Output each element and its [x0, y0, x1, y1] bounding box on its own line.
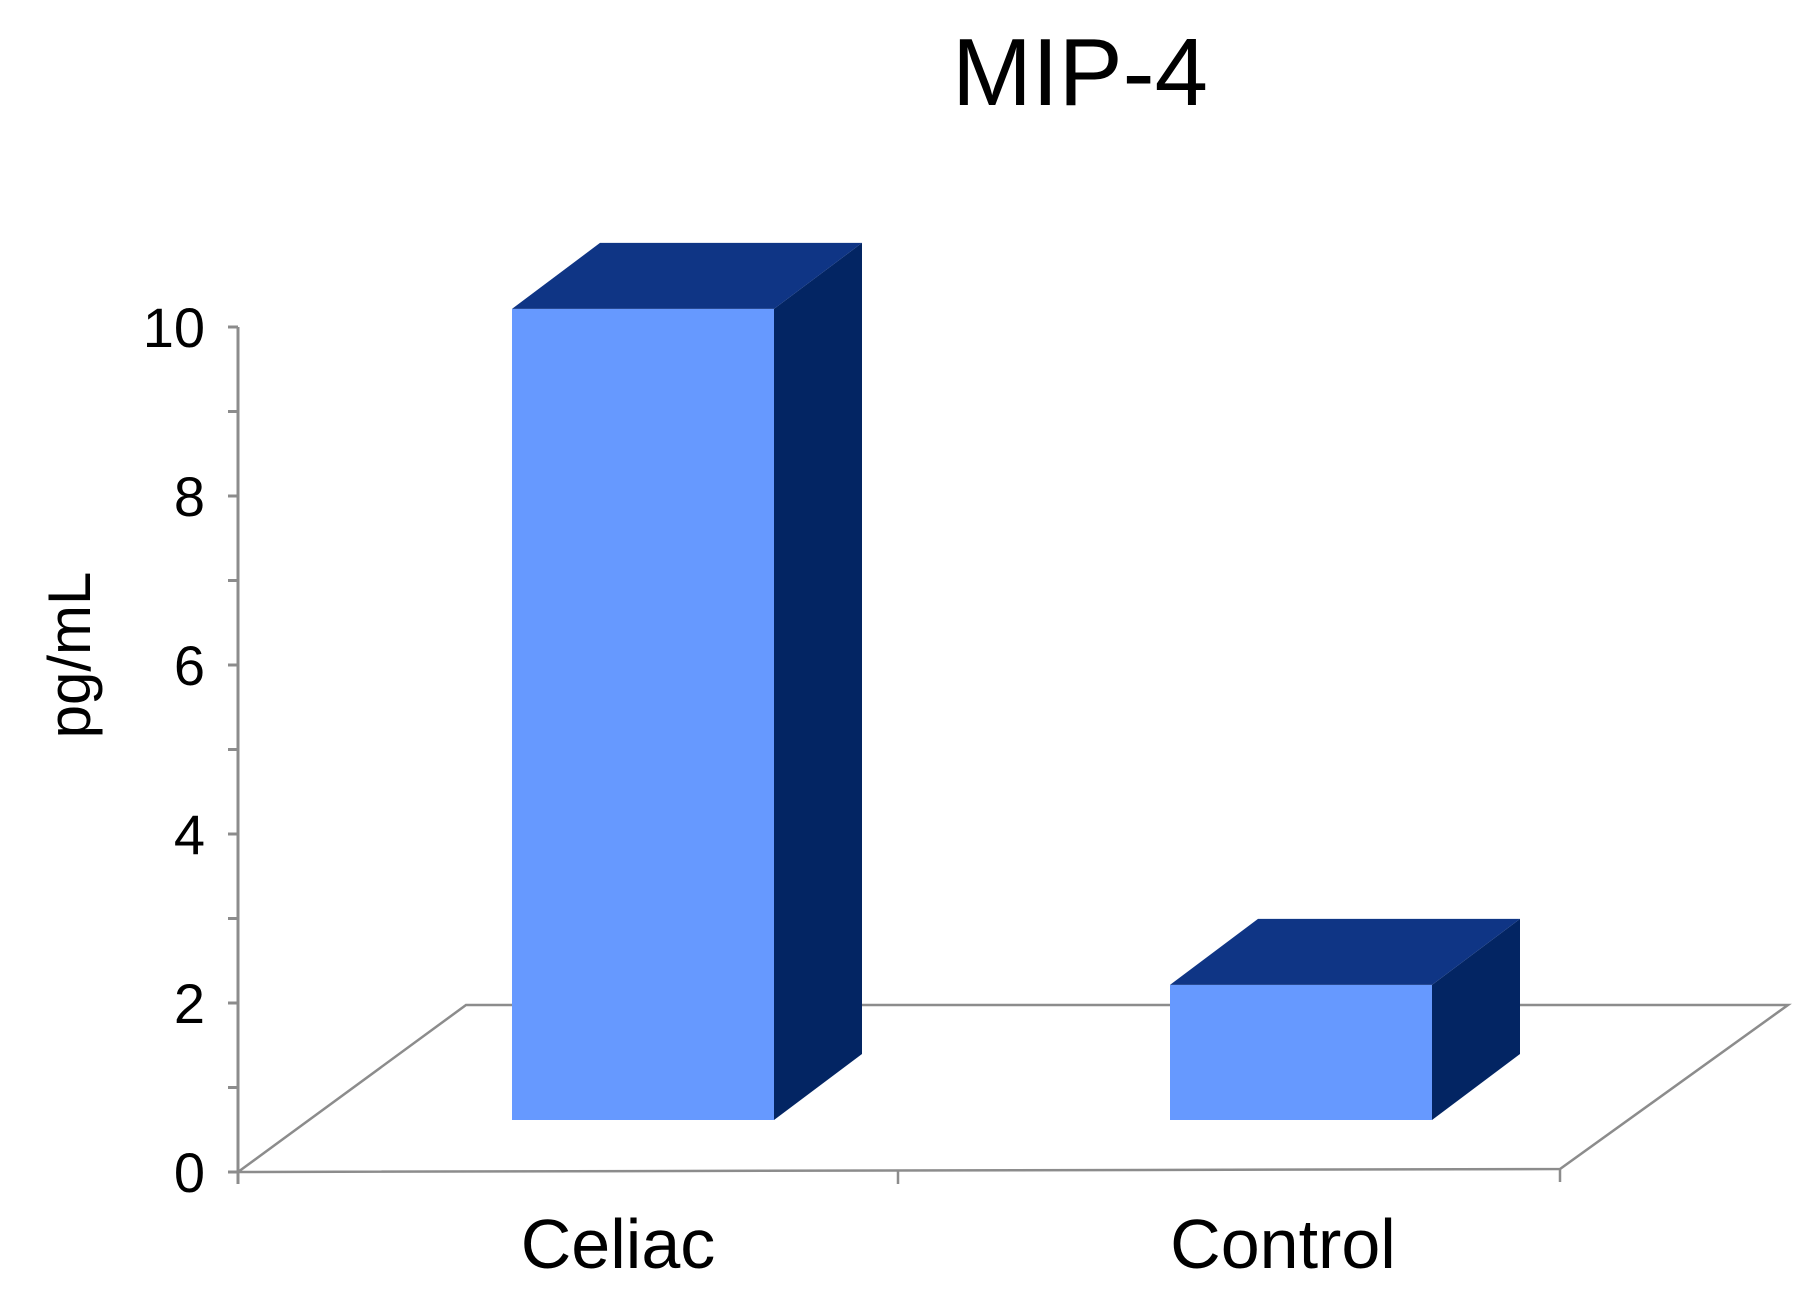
- y-axis: [228, 325, 240, 1184]
- bar-front-face: [512, 308, 774, 1120]
- chart-floor: [237, 1003, 1792, 1184]
- y-tick-label: 8: [174, 465, 205, 528]
- chart-title: MIP-4: [952, 19, 1208, 126]
- category-labels: Celiac Control: [521, 1205, 1396, 1283]
- bar-top-face: [512, 242, 862, 309]
- bar-celiac: [512, 242, 862, 1120]
- bar-control: [1170, 918, 1520, 1120]
- bar-side-face: [774, 242, 862, 1120]
- x-category-label: Control: [1170, 1205, 1396, 1283]
- bar-side-face: [1432, 918, 1520, 1120]
- y-tick-label: 10: [143, 296, 205, 359]
- bar-top-face: [1170, 918, 1520, 985]
- y-tick-labels: 0 2 4 6 8 10: [143, 296, 205, 1204]
- y-tick-label: 2: [174, 972, 205, 1035]
- y-tick-label: 4: [174, 803, 205, 866]
- bars: [512, 242, 1520, 1120]
- y-tick-label: 6: [174, 634, 205, 697]
- bar-front-face: [1170, 984, 1432, 1120]
- x-category-label: Celiac: [521, 1205, 716, 1283]
- y-axis-label: pg/mL: [36, 572, 103, 739]
- y-tick-label: 0: [174, 1141, 205, 1204]
- floor-plane: [237, 1003, 1792, 1174]
